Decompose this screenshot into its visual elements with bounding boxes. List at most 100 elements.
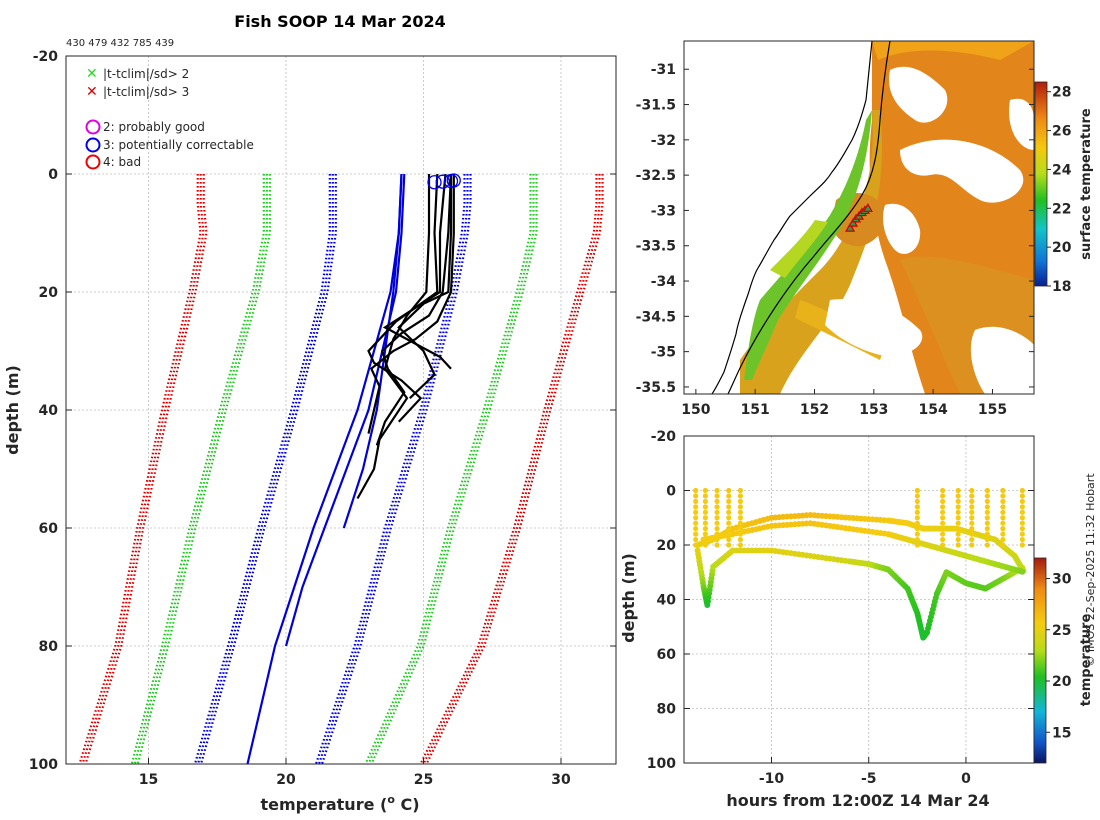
surface-spike-point [914,531,920,537]
surface-spike-point [940,526,946,532]
depth-time-grid [684,435,1034,764]
y-tick-label: -35.5 [636,380,676,396]
surface-spike-point [914,520,920,526]
depth-time-point [1019,568,1026,575]
ship-track [845,203,873,232]
sst-map: 150 151 152 153 154 155 -31 -31.5 -32 -32.5 -33 -33… [636,40,1094,418]
profile-series [78,173,604,764]
cloud-4 [1009,98,1034,150]
surface-spike-point [714,515,720,521]
y-tick-label: -31.5 [636,98,676,114]
surface-spike-point [914,542,920,548]
surface-spike-point [984,509,990,515]
surface-spike-point [726,509,732,515]
surface-spike-point [702,531,708,537]
x-tick-label: 15 [139,772,158,788]
o-red-marker [85,154,101,170]
surface-spike-point [984,536,990,543]
legend-label: 2: probably good [103,120,205,134]
x-tick-label: 155 [978,402,1007,418]
surface-spike-point [1000,542,1006,548]
surface-spike-point [693,493,699,499]
y-tick-label: 100 [29,757,58,773]
y-tick-label: 80 [657,702,677,718]
colorbar-tick-label: 26 [1052,124,1071,140]
y-tick-label: -34.5 [636,309,676,325]
flag-marker [435,174,450,189]
cloud-6 [970,326,1034,394]
colorbar-tick-label: 15 [1052,725,1071,741]
y-tick-label: 20 [657,538,677,554]
surface-spike-point [914,504,920,510]
climatology-line [133,174,268,764]
surface-spike-point [955,498,961,504]
depth-time-y-label: depth (m) [619,553,638,643]
sst-colorbar-label: surface temperature [1079,108,1094,260]
colorbar-tick-label: 28 [1052,85,1071,101]
surface-spike-point [737,515,743,521]
profile-y-label: depth (m) [3,365,22,455]
surface-spike-point [955,515,961,521]
y-tick-label: 0 [48,167,58,183]
surface-spike-point [726,526,732,532]
surface-spike-point [914,509,920,515]
surface-spike-point [702,509,708,515]
surface-spike-point [737,493,743,499]
surface-spike-point [737,520,743,526]
climatology-line [314,174,466,764]
x-tick-label: 151 [741,402,770,418]
surface-spike-point [726,498,732,504]
y-tick-label: -33.5 [636,239,676,255]
surface-spike-point [693,526,699,532]
surface-spike-point [984,487,990,494]
surface-spike-point [1019,520,1025,526]
surface-spike-point [714,531,720,537]
colorbar-tick-label: 30 [1052,572,1072,588]
cloud-5 [825,299,923,356]
legend-label: |t-tclim|/sd> 3 [103,85,189,99]
surface-spike-point [702,487,708,494]
mean-line [342,173,403,529]
o-blue-marker [85,137,101,153]
x-tick-label: -10 [759,771,785,787]
surface-spike-point [940,520,946,526]
surface-spike-point [737,504,743,510]
surface-spike-point [1019,542,1025,548]
profile-ticks: 15 20 25 30 -20 0 20 40 60 80 100 [29,49,616,788]
shelf-contour [727,41,891,394]
climatology-line [196,174,334,764]
climatology-line [136,174,271,764]
surface-spike-point [969,504,975,510]
y-tick-label: -20 [33,49,59,65]
surface-spike-point [693,536,699,543]
cloud-2 [900,139,1024,203]
y-tick-label: -34 [651,274,677,290]
surface-spike-point [969,515,975,521]
surface-spike-point [914,515,920,521]
cloud-3 [883,203,921,254]
mean-line [246,173,403,764]
surface-spike-point [1000,526,1006,532]
warm-water-north [872,41,1034,60]
climatology-line [81,174,205,764]
profile-line [367,174,455,434]
o-magenta-marker [85,119,101,135]
surface-spike-point [914,498,920,504]
track-marker [845,222,856,232]
surface-spike-point [1019,531,1025,537]
surface-spike-point [969,520,975,526]
profile-x-label: temperature (o C) [260,793,419,814]
profile-plot: 15 20 25 30 -20 0 20 40 60 80 100 temperature (o C… [3,49,617,814]
surface-spike-point [1019,493,1025,499]
y-tick-label: 80 [39,639,59,655]
x-tick-label: 0 [961,771,971,787]
coastal-yellowgreen [770,220,828,278]
y-tick-label: 60 [657,647,677,663]
y-tick-label: -31 [651,62,676,78]
y-tick-label: -32.5 [636,168,676,184]
y-tick-label: -20 [651,429,677,445]
flag-marker [446,173,461,188]
surface-spike-point [714,520,720,526]
surface-spike-point [726,542,732,548]
